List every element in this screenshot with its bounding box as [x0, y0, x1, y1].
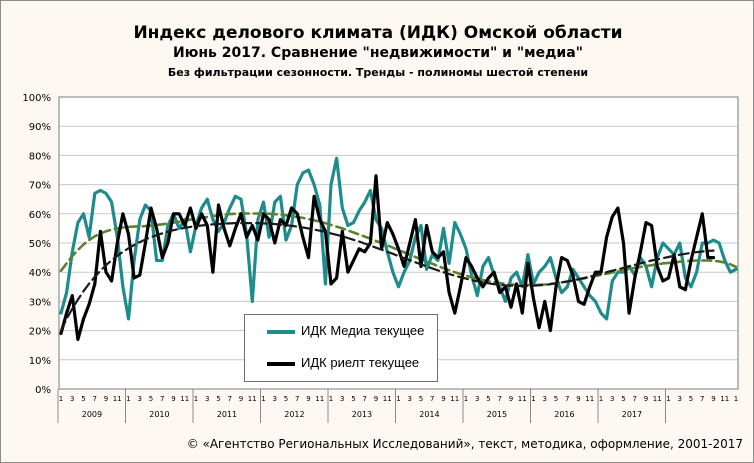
x-tick-label: 11 — [450, 395, 459, 403]
y-tick-label: 80% — [29, 151, 51, 162]
x-tick-label: 7 — [363, 395, 367, 403]
x-tick-label: 3 — [610, 395, 614, 403]
y-tick-label: 70% — [29, 181, 51, 192]
year-label: 2010 — [149, 410, 169, 419]
chart-legend: ИДК Медиа текущее ИДК риелт текущее — [244, 314, 438, 382]
x-tick-label: 11 — [113, 395, 122, 403]
x-tick-label: 1 — [329, 395, 333, 403]
x-tick-label: 7 — [700, 395, 704, 403]
x-tick-label: 1 — [734, 395, 738, 403]
y-tick-label: 90% — [29, 122, 51, 133]
x-tick-label: 7 — [565, 395, 569, 403]
series-realty-line — [59, 174, 716, 341]
x-tick-label: 11 — [315, 395, 324, 403]
x-tick-label: 1 — [261, 395, 265, 403]
y-tick-label: 30% — [29, 297, 51, 308]
x-tick-label: 5 — [284, 395, 288, 403]
x-tick-label: 7 — [295, 395, 299, 403]
x-tick-label: 7 — [93, 395, 97, 403]
x-tick-label: 9 — [644, 395, 648, 403]
x-tick-label: 3 — [138, 395, 142, 403]
y-tick-label: 50% — [29, 239, 51, 250]
x-tick-label: 1 — [666, 395, 670, 403]
x-tick-label: 3 — [205, 395, 209, 403]
x-tick-label: 3 — [678, 395, 682, 403]
legend-swatch-realty — [267, 362, 295, 366]
x-tick-label: 7 — [160, 395, 164, 403]
x-tick-label: 1 — [531, 395, 535, 403]
x-tick-label: 7 — [633, 395, 637, 403]
year-label: 2013 — [352, 410, 372, 419]
x-tick-label: 5 — [554, 395, 558, 403]
y-tick-label: 60% — [29, 210, 51, 221]
chart-subtitle: Июнь 2017. Сравнение "недвижимости" и "м… — [173, 45, 583, 61]
x-tick-label: 1 — [59, 395, 63, 403]
legend-item-media: ИДК Медиа текущее — [245, 321, 435, 341]
y-tick-label: 0% — [35, 385, 51, 396]
x-tick-label: 5 — [216, 395, 220, 403]
x-tick-label: 7 — [430, 395, 434, 403]
year-label: 2014 — [419, 410, 439, 419]
x-tick-label: 5 — [149, 395, 153, 403]
x-tick-label: 3 — [273, 395, 277, 403]
chart-title: Индекс делового климата (ИДК) Омской обл… — [133, 23, 623, 43]
x-tick-label: 5 — [351, 395, 355, 403]
x-tick-label: 5 — [486, 395, 490, 403]
x-tick-label: 1 — [126, 395, 130, 403]
year-label: 2017 — [622, 410, 642, 419]
x-tick-label: 9 — [239, 395, 243, 403]
x-tick-label: 9 — [441, 395, 445, 403]
x-tick-label: 11 — [653, 395, 662, 403]
x-tick-label: 1 — [194, 395, 198, 403]
year-label: 2012 — [284, 410, 304, 419]
year-label: 2015 — [487, 410, 507, 419]
x-tick-label: 1 — [599, 395, 603, 403]
x-tick-label: 5 — [419, 395, 423, 403]
year-label: 2009 — [82, 410, 102, 419]
x-tick-label: 11 — [383, 395, 392, 403]
year-label: 2011 — [217, 410, 237, 419]
y-tick-label: 40% — [29, 268, 51, 279]
legend-label-realty: ИДК риелт текущее — [301, 355, 420, 370]
legend-swatch-media — [267, 330, 295, 334]
x-tick-label: 11 — [518, 395, 527, 403]
x-tick-label: 1 — [464, 395, 468, 403]
x-tick-label: 9 — [374, 395, 378, 403]
trend-media-line — [59, 212, 738, 287]
x-tick-label: 11 — [248, 395, 257, 403]
plot-border — [58, 96, 739, 390]
x-tick-label: 9 — [576, 395, 580, 403]
chart-subtitle-2: Без фильтрации сезонности. Тренды - поли… — [167, 66, 589, 79]
y-tick-label: 20% — [29, 327, 51, 338]
y-tick-label: 100% — [22, 93, 51, 104]
x-tick-label: 9 — [104, 395, 108, 403]
x-tick-label: 3 — [543, 395, 547, 403]
x-tick-label: 7 — [228, 395, 232, 403]
x-tick-label: 5 — [689, 395, 693, 403]
x-tick-label: 11 — [180, 395, 189, 403]
x-tick-label: 5 — [621, 395, 625, 403]
x-tick-label: 9 — [711, 395, 715, 403]
x-tick-label: 3 — [340, 395, 344, 403]
x-tick-label: 1 — [396, 395, 400, 403]
y-tick-label: 10% — [29, 356, 51, 367]
footer-copyright: © «Агентство Региональных Исследований»,… — [186, 437, 743, 451]
x-tick-label: 3 — [408, 395, 412, 403]
x-tick-label: 9 — [171, 395, 175, 403]
x-tick-label: 3 — [475, 395, 479, 403]
legend-item-realty: ИДК риелт текущее — [245, 353, 435, 373]
x-tick-label: 9 — [306, 395, 310, 403]
x-tick-label: 9 — [509, 395, 513, 403]
x-tick-label: 7 — [498, 395, 502, 403]
trend-realty-line — [59, 222, 715, 332]
x-tick-label: 3 — [70, 395, 74, 403]
x-tick-label: 5 — [81, 395, 85, 403]
legend-label-media: ИДК Медиа текущее — [301, 323, 425, 338]
x-tick-label: 11 — [585, 395, 594, 403]
year-label: 2016 — [554, 410, 574, 419]
x-tick-label: 11 — [720, 395, 729, 403]
